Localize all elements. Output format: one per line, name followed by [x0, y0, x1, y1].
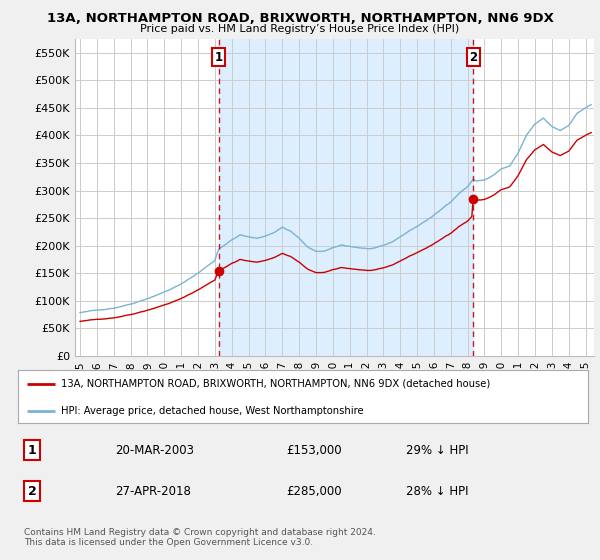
Text: 20-MAR-2003: 20-MAR-2003	[115, 444, 194, 457]
Text: 29% ↓ HPI: 29% ↓ HPI	[406, 444, 468, 457]
Text: Contains HM Land Registry data © Crown copyright and database right 2024.
This d: Contains HM Land Registry data © Crown c…	[24, 528, 376, 547]
Text: 1: 1	[215, 51, 223, 64]
Text: £285,000: £285,000	[286, 484, 341, 498]
Text: 13A, NORTHAMPTON ROAD, BRIXWORTH, NORTHAMPTON, NN6 9DX (detached house): 13A, NORTHAMPTON ROAD, BRIXWORTH, NORTHA…	[61, 379, 490, 389]
Text: £153,000: £153,000	[286, 444, 341, 457]
Text: 28% ↓ HPI: 28% ↓ HPI	[406, 484, 468, 498]
Text: HPI: Average price, detached house, West Northamptonshire: HPI: Average price, detached house, West…	[61, 406, 364, 416]
Text: Price paid vs. HM Land Registry’s House Price Index (HPI): Price paid vs. HM Land Registry’s House …	[140, 24, 460, 34]
Text: 13A, NORTHAMPTON ROAD, BRIXWORTH, NORTHAMPTON, NN6 9DX: 13A, NORTHAMPTON ROAD, BRIXWORTH, NORTHA…	[47, 12, 553, 25]
Text: 2: 2	[28, 484, 37, 498]
Text: 2: 2	[469, 51, 477, 64]
Bar	[218, 39, 473, 356]
Text: 27-APR-2018: 27-APR-2018	[115, 484, 191, 498]
Text: 1: 1	[28, 444, 37, 457]
